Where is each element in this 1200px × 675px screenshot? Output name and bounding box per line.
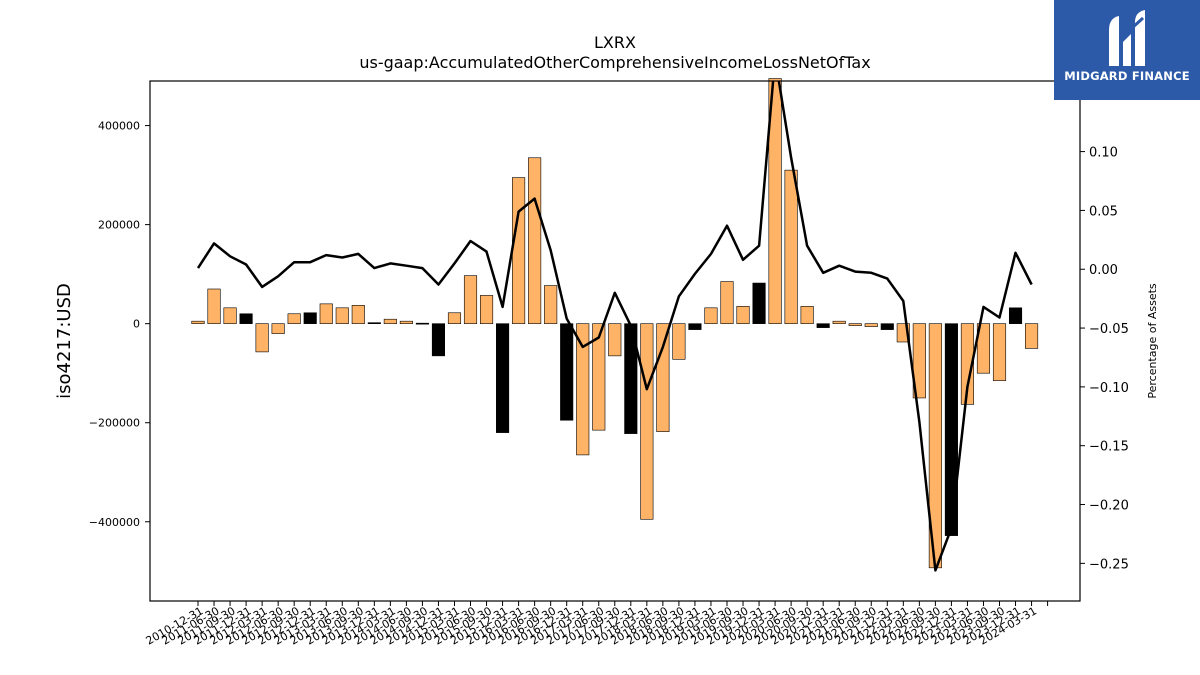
bar-9 — [335, 307, 349, 324]
bar-14 — [415, 322, 429, 325]
bar-28 — [640, 323, 654, 520]
bar-3 — [239, 313, 253, 324]
bar-17 — [463, 275, 478, 324]
bar-26 — [608, 323, 622, 357]
bar-24 — [576, 323, 590, 456]
bar-30 — [672, 323, 686, 360]
bar-45 — [912, 323, 926, 399]
bar-40 — [832, 320, 846, 324]
bar-21 — [528, 157, 542, 324]
bar-47 — [944, 323, 958, 536]
y2-tick-label-4: −0.05 — [1089, 322, 1129, 337]
x-axis: 2010-12-312011-06-302011-09-302011-12-31… — [144, 601, 1049, 648]
bar-4 — [255, 323, 269, 353]
bar-10 — [351, 305, 365, 324]
bar-23 — [560, 323, 574, 421]
bar-12 — [383, 318, 397, 324]
bar-38 — [800, 306, 814, 324]
bar-39 — [816, 323, 830, 328]
bar-50 — [992, 323, 1007, 381]
bar-51 — [1008, 307, 1023, 324]
bar-7 — [303, 312, 317, 324]
bar-32 — [704, 307, 718, 324]
right-y-axis: −0.25 −0.20 −0.15 −0.10 −0.05 0.00 0.05 0.10 — [1080, 146, 1129, 572]
bar-20 — [512, 177, 526, 324]
bar-25 — [592, 323, 606, 431]
bar-19 — [496, 323, 510, 433]
bar-6 — [287, 313, 301, 324]
bar-49 — [976, 323, 991, 374]
bar-36 — [768, 78, 782, 324]
y-tick-label-4: 400000 — [98, 120, 140, 133]
bar-8 — [319, 303, 333, 324]
brand-name: MIDGARD FINANCE — [1064, 69, 1190, 83]
brand-logo: MIDGARD FINANCE — [1054, 0, 1200, 100]
bar-1 — [207, 288, 221, 324]
y2-tick-label-1: −0.20 — [1089, 499, 1129, 514]
bar-31 — [688, 323, 702, 330]
bar-16 — [447, 312, 462, 324]
bar-41 — [848, 323, 862, 326]
bar-37 — [784, 169, 798, 324]
bar-35 — [752, 282, 766, 324]
bar-2 — [223, 307, 237, 324]
bar-29 — [656, 323, 670, 432]
bar-series — [191, 78, 1039, 569]
y2-tick-label-0: −0.25 — [1089, 557, 1129, 572]
bar-48 — [960, 323, 974, 405]
bar-42 — [864, 323, 878, 327]
y2-tick-label-2: −0.15 — [1089, 440, 1129, 455]
bar-52 — [1025, 323, 1039, 349]
bar-22 — [544, 285, 558, 324]
percentage-line — [196, 81, 1033, 572]
bar-43 — [880, 323, 894, 330]
bar-0 — [191, 320, 205, 324]
y-axis-label: iso4217:USD — [54, 283, 75, 399]
bar-34 — [736, 306, 750, 324]
left-y-axis: −400000 −200000 0 200000 400000 — [89, 120, 150, 529]
y2-axis-label: Percentage of Assets — [1146, 283, 1159, 399]
chart-title: LXRX — [594, 33, 636, 52]
y-tick-label-2: 0 — [133, 318, 140, 331]
bar-13 — [399, 320, 413, 324]
y2-tick-label-7: 0.10 — [1089, 146, 1118, 161]
y-tick-label-3: 200000 — [98, 219, 140, 232]
bar-18 — [479, 295, 494, 324]
bar-15 — [431, 323, 446, 357]
brand-mark-icon — [1109, 10, 1145, 66]
bar-11 — [367, 322, 381, 324]
y-tick-label-0: −400000 — [89, 516, 140, 529]
chart-subtitle: us-gaap:AccumulatedOtherComprehensiveInc… — [359, 53, 870, 72]
bar-5 — [271, 323, 285, 334]
y-tick-label-1: −200000 — [89, 417, 140, 430]
bar-33 — [720, 281, 734, 324]
y2-tick-label-6: 0.05 — [1089, 204, 1118, 219]
y2-tick-label-3: −0.10 — [1089, 381, 1129, 396]
y2-tick-label-5: 0.00 — [1089, 263, 1118, 278]
